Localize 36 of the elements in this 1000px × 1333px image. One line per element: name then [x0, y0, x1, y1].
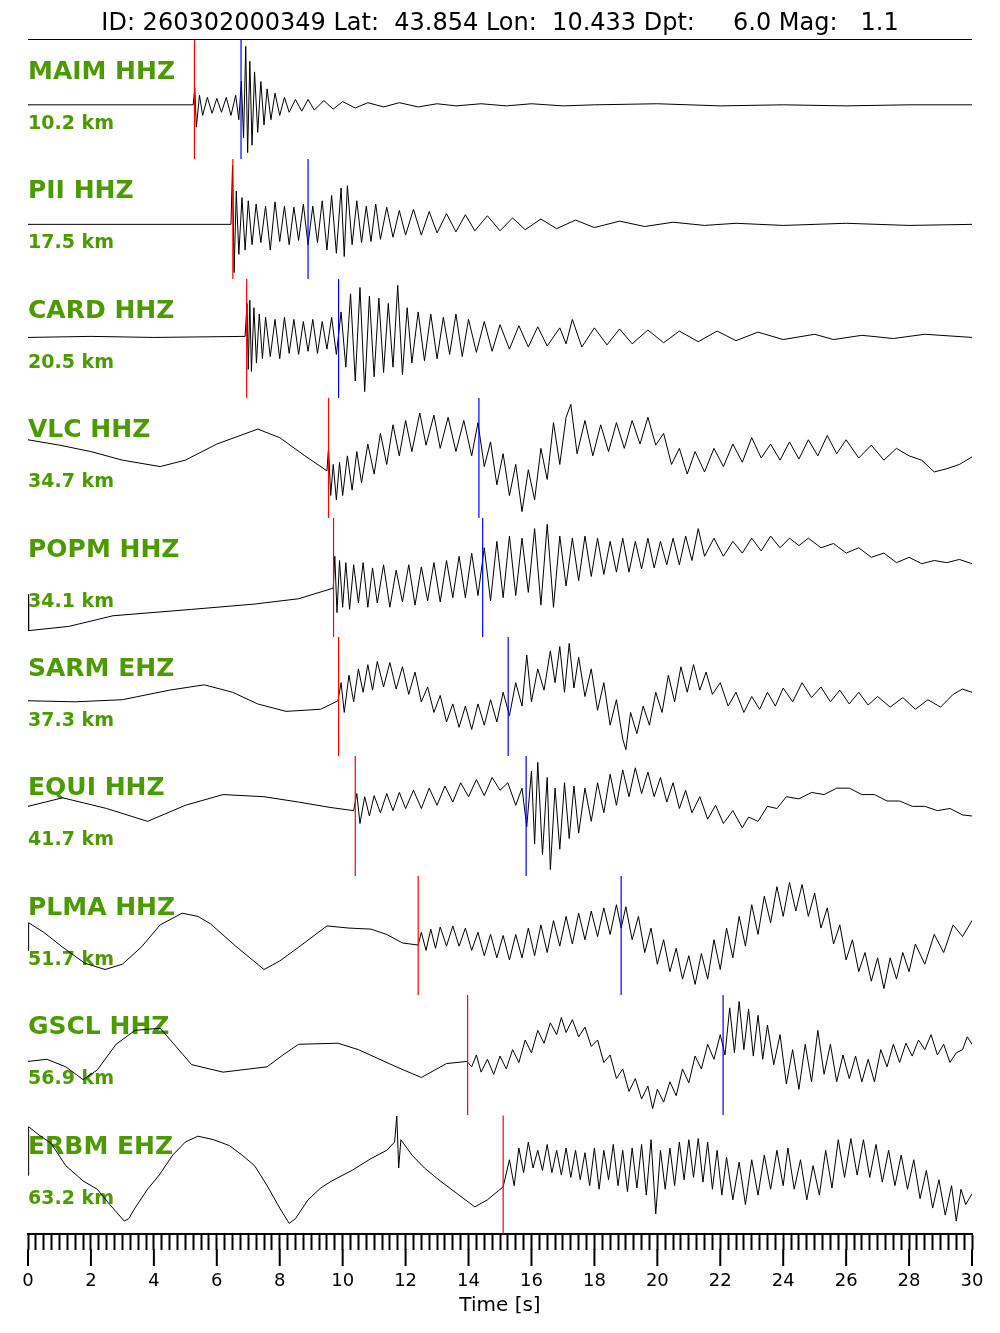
x-tick-label: 2 — [85, 1269, 97, 1291]
annotation: 10.2 km — [28, 111, 114, 133]
annotation: CARD HHZ — [28, 295, 175, 324]
annotation: 56.9 km — [28, 1066, 114, 1088]
x-tick-label: 4 — [148, 1269, 160, 1291]
x-tick-label: 6 — [211, 1269, 223, 1291]
x-tick-label: 28 — [897, 1269, 921, 1291]
x-tick-label: 22 — [708, 1269, 732, 1291]
x-tick-label: 24 — [771, 1269, 795, 1291]
annotation: 51.7 km — [28, 947, 114, 969]
annotation: VLC HHZ — [28, 414, 151, 443]
annotation: EQUI HHZ — [28, 772, 165, 801]
x-tick-label: 12 — [394, 1269, 418, 1291]
annotation: 34.1 km — [28, 589, 114, 611]
annotation: PLMA HHZ — [28, 892, 176, 921]
annotation: POPM HHZ — [28, 534, 180, 563]
chart-title: ID: 260302000349 Lat: 43.854 Lon: 10.433 Dpt: 6.0 Mag: 1.1 — [101, 8, 899, 36]
annotation: 37.3 km — [28, 708, 114, 730]
x-tick-label: 30 — [960, 1269, 984, 1291]
annotation: 41.7 km — [28, 827, 114, 849]
x-tick-label: 18 — [582, 1269, 606, 1291]
x-tick-label: 8 — [274, 1269, 286, 1291]
x-tick-label: 14 — [457, 1269, 480, 1291]
x-axis-title: Time [s] — [459, 1292, 541, 1316]
annotation: 17.5 km — [28, 230, 114, 252]
annotation: MAIM HHZ — [28, 56, 176, 85]
annotation: 34.7 km — [28, 469, 114, 491]
x-tick-label: 20 — [645, 1269, 669, 1291]
annotation: GSCL HHZ — [28, 1011, 170, 1040]
annotation: PII HHZ — [28, 175, 134, 204]
x-tick-label: 10 — [331, 1269, 355, 1291]
x-tick-label: 26 — [834, 1269, 858, 1291]
x-tick-label: 16 — [520, 1269, 543, 1291]
annotation: 20.5 km — [28, 350, 114, 372]
x-tick-label: 0 — [22, 1269, 34, 1291]
annotation: SARM EHZ — [28, 653, 175, 682]
